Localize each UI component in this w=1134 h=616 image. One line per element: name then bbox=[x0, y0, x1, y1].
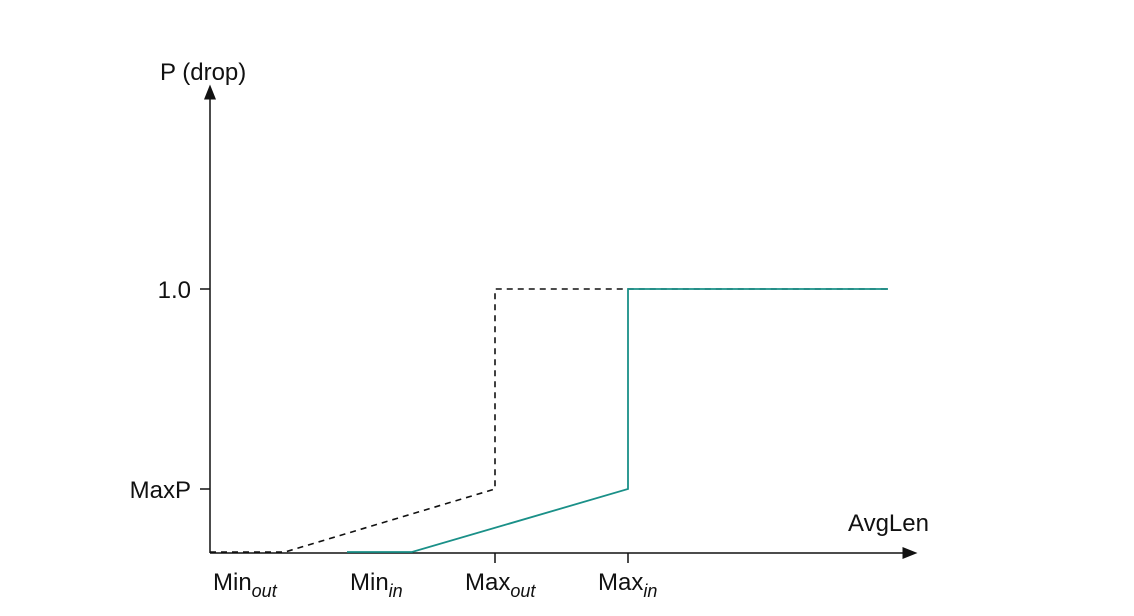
x-tick-label: Minin bbox=[350, 569, 403, 601]
x-axis-label: AvgLen bbox=[848, 510, 929, 537]
tick-sub: in bbox=[643, 581, 657, 601]
out-curve bbox=[210, 288, 888, 553]
in-curve bbox=[347, 288, 888, 553]
tick-sub: in bbox=[389, 581, 403, 601]
tick-sub: out bbox=[252, 581, 278, 601]
y-tick-label: 1.0 bbox=[158, 277, 191, 304]
x-tick-label: Maxout bbox=[465, 569, 536, 601]
x-tick-label: Maxin bbox=[598, 569, 657, 601]
tick-sub: out bbox=[510, 581, 536, 601]
x-tick-label: Minout bbox=[213, 569, 278, 601]
tick-main: Min bbox=[213, 569, 252, 596]
tick-main: Max bbox=[598, 569, 643, 596]
y-axis-label: P (drop) bbox=[160, 59, 246, 86]
y-tick-label: MaxP bbox=[130, 477, 191, 504]
tick-main: Max bbox=[465, 569, 510, 596]
tick-main: Min bbox=[350, 569, 389, 596]
